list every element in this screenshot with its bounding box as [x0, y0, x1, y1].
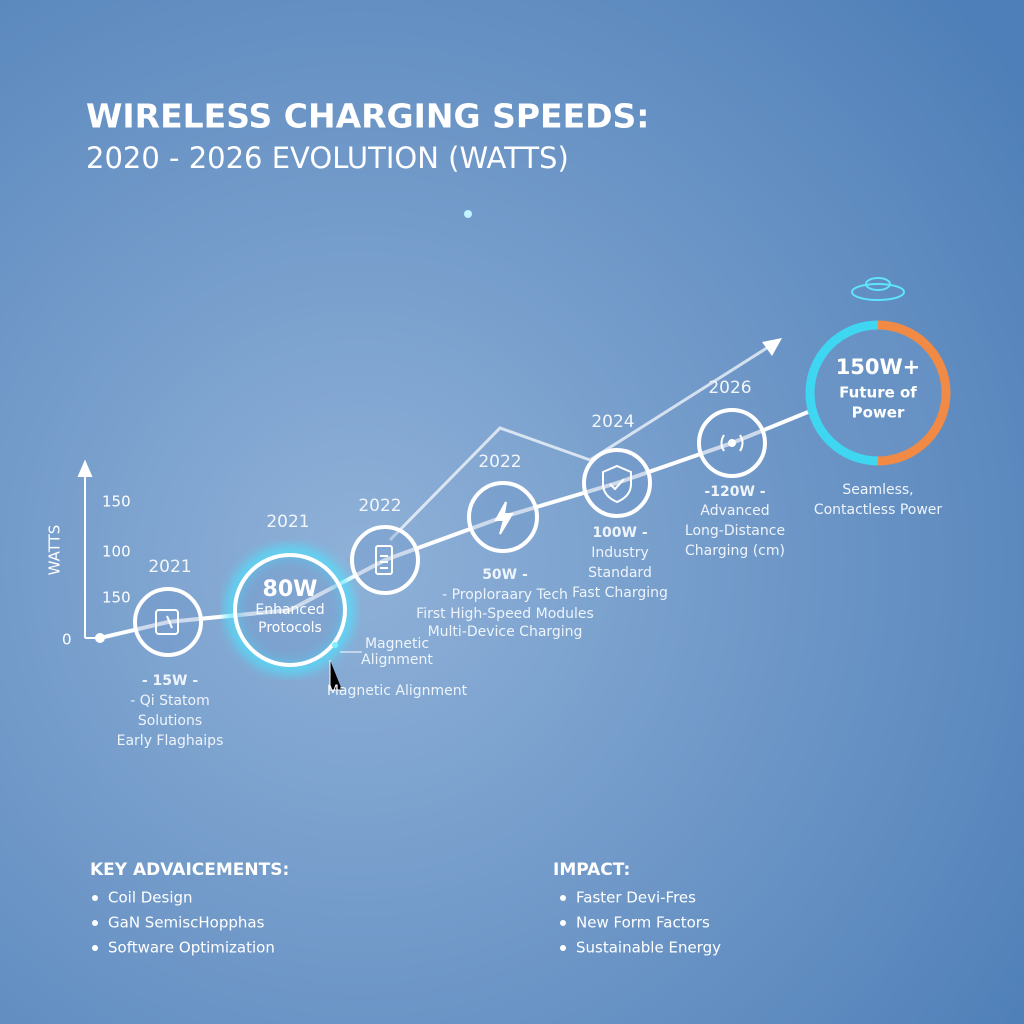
caption: First High-Speed Modules: [416, 606, 594, 622]
axis: [77, 459, 100, 639]
glow: [227, 547, 353, 673]
node: [582, 448, 652, 518]
node: [133, 587, 203, 657]
caption: Advanced: [700, 503, 769, 519]
caption: - Qi Statom: [130, 693, 210, 709]
axis-tick: 100: [102, 543, 131, 561]
caption: Multi-Device Charging: [428, 624, 583, 640]
caption: Industry: [591, 545, 649, 561]
footer-heading: KEY ADVAICEMENTS:: [90, 860, 289, 880]
caption: -120W -: [704, 484, 765, 500]
caption: Charging (cm): [685, 543, 785, 559]
year: 2026: [708, 378, 751, 398]
footer-item: Software Optimization: [108, 939, 275, 957]
year: 2022: [358, 496, 401, 516]
note: Magnetic: [365, 636, 429, 652]
year: 2024: [591, 412, 634, 432]
note: Magnetic Alignment: [327, 683, 468, 699]
timeline-start: [95, 633, 105, 643]
subtitle: 2020 - 2026 EVOLUTION (WATTS): [86, 141, 569, 175]
footer-item: Sustainable Energy: [576, 939, 721, 957]
trend-arrow: [388, 344, 771, 542]
title: WIRELESS CHARGING SPEEDS:: [86, 97, 649, 136]
caption: - Proploraary Tech: [442, 587, 568, 603]
caption: Standard: [588, 565, 652, 581]
node-value: 80W: [263, 577, 318, 602]
year: 2021: [266, 512, 309, 532]
node-text: Protocols: [258, 620, 322, 636]
caption: - 15W -: [142, 673, 198, 689]
year: 2022: [478, 452, 521, 472]
node-text: Future of: [839, 384, 917, 402]
caption: Early Flaghaips: [117, 733, 224, 749]
caption: Seamless,: [842, 482, 913, 498]
icons: [155, 277, 905, 635]
node-text: Enhanced: [255, 602, 324, 618]
axis-tick: 0: [62, 631, 72, 649]
node-text: Power: [852, 404, 905, 422]
node-future: [805, 320, 951, 466]
node: [350, 525, 420, 595]
note-lines: [329, 651, 362, 691]
footer-heading: IMPACT:: [553, 860, 630, 880]
axis-label: WATTS: [46, 525, 64, 576]
caption: Solutions: [138, 713, 202, 729]
year: 2021: [148, 557, 191, 577]
caption: Long-Distance: [685, 523, 785, 539]
node-value: 150W+: [836, 355, 921, 379]
axis-tick: 150: [102, 493, 131, 511]
bullets: [92, 895, 566, 951]
caption: 100W -: [592, 525, 648, 541]
footer-item: New Form Factors: [576, 914, 710, 932]
caption: 50W -: [482, 567, 528, 583]
footer-item: GaN SemiscHopphas: [108, 914, 265, 932]
note: Alignment: [361, 652, 433, 668]
axis-tick: 150: [102, 589, 131, 607]
note-dot: [332, 642, 338, 648]
caption: Contactless Power: [814, 502, 943, 518]
spark: [464, 210, 472, 218]
timeline: [99, 410, 809, 640]
node: [233, 553, 347, 667]
caption: Fast Charging: [572, 585, 668, 601]
footer-item: Coil Design: [108, 889, 193, 907]
arrow-head: [762, 338, 782, 356]
footer-item: Faster Devi-Fres: [576, 889, 696, 907]
